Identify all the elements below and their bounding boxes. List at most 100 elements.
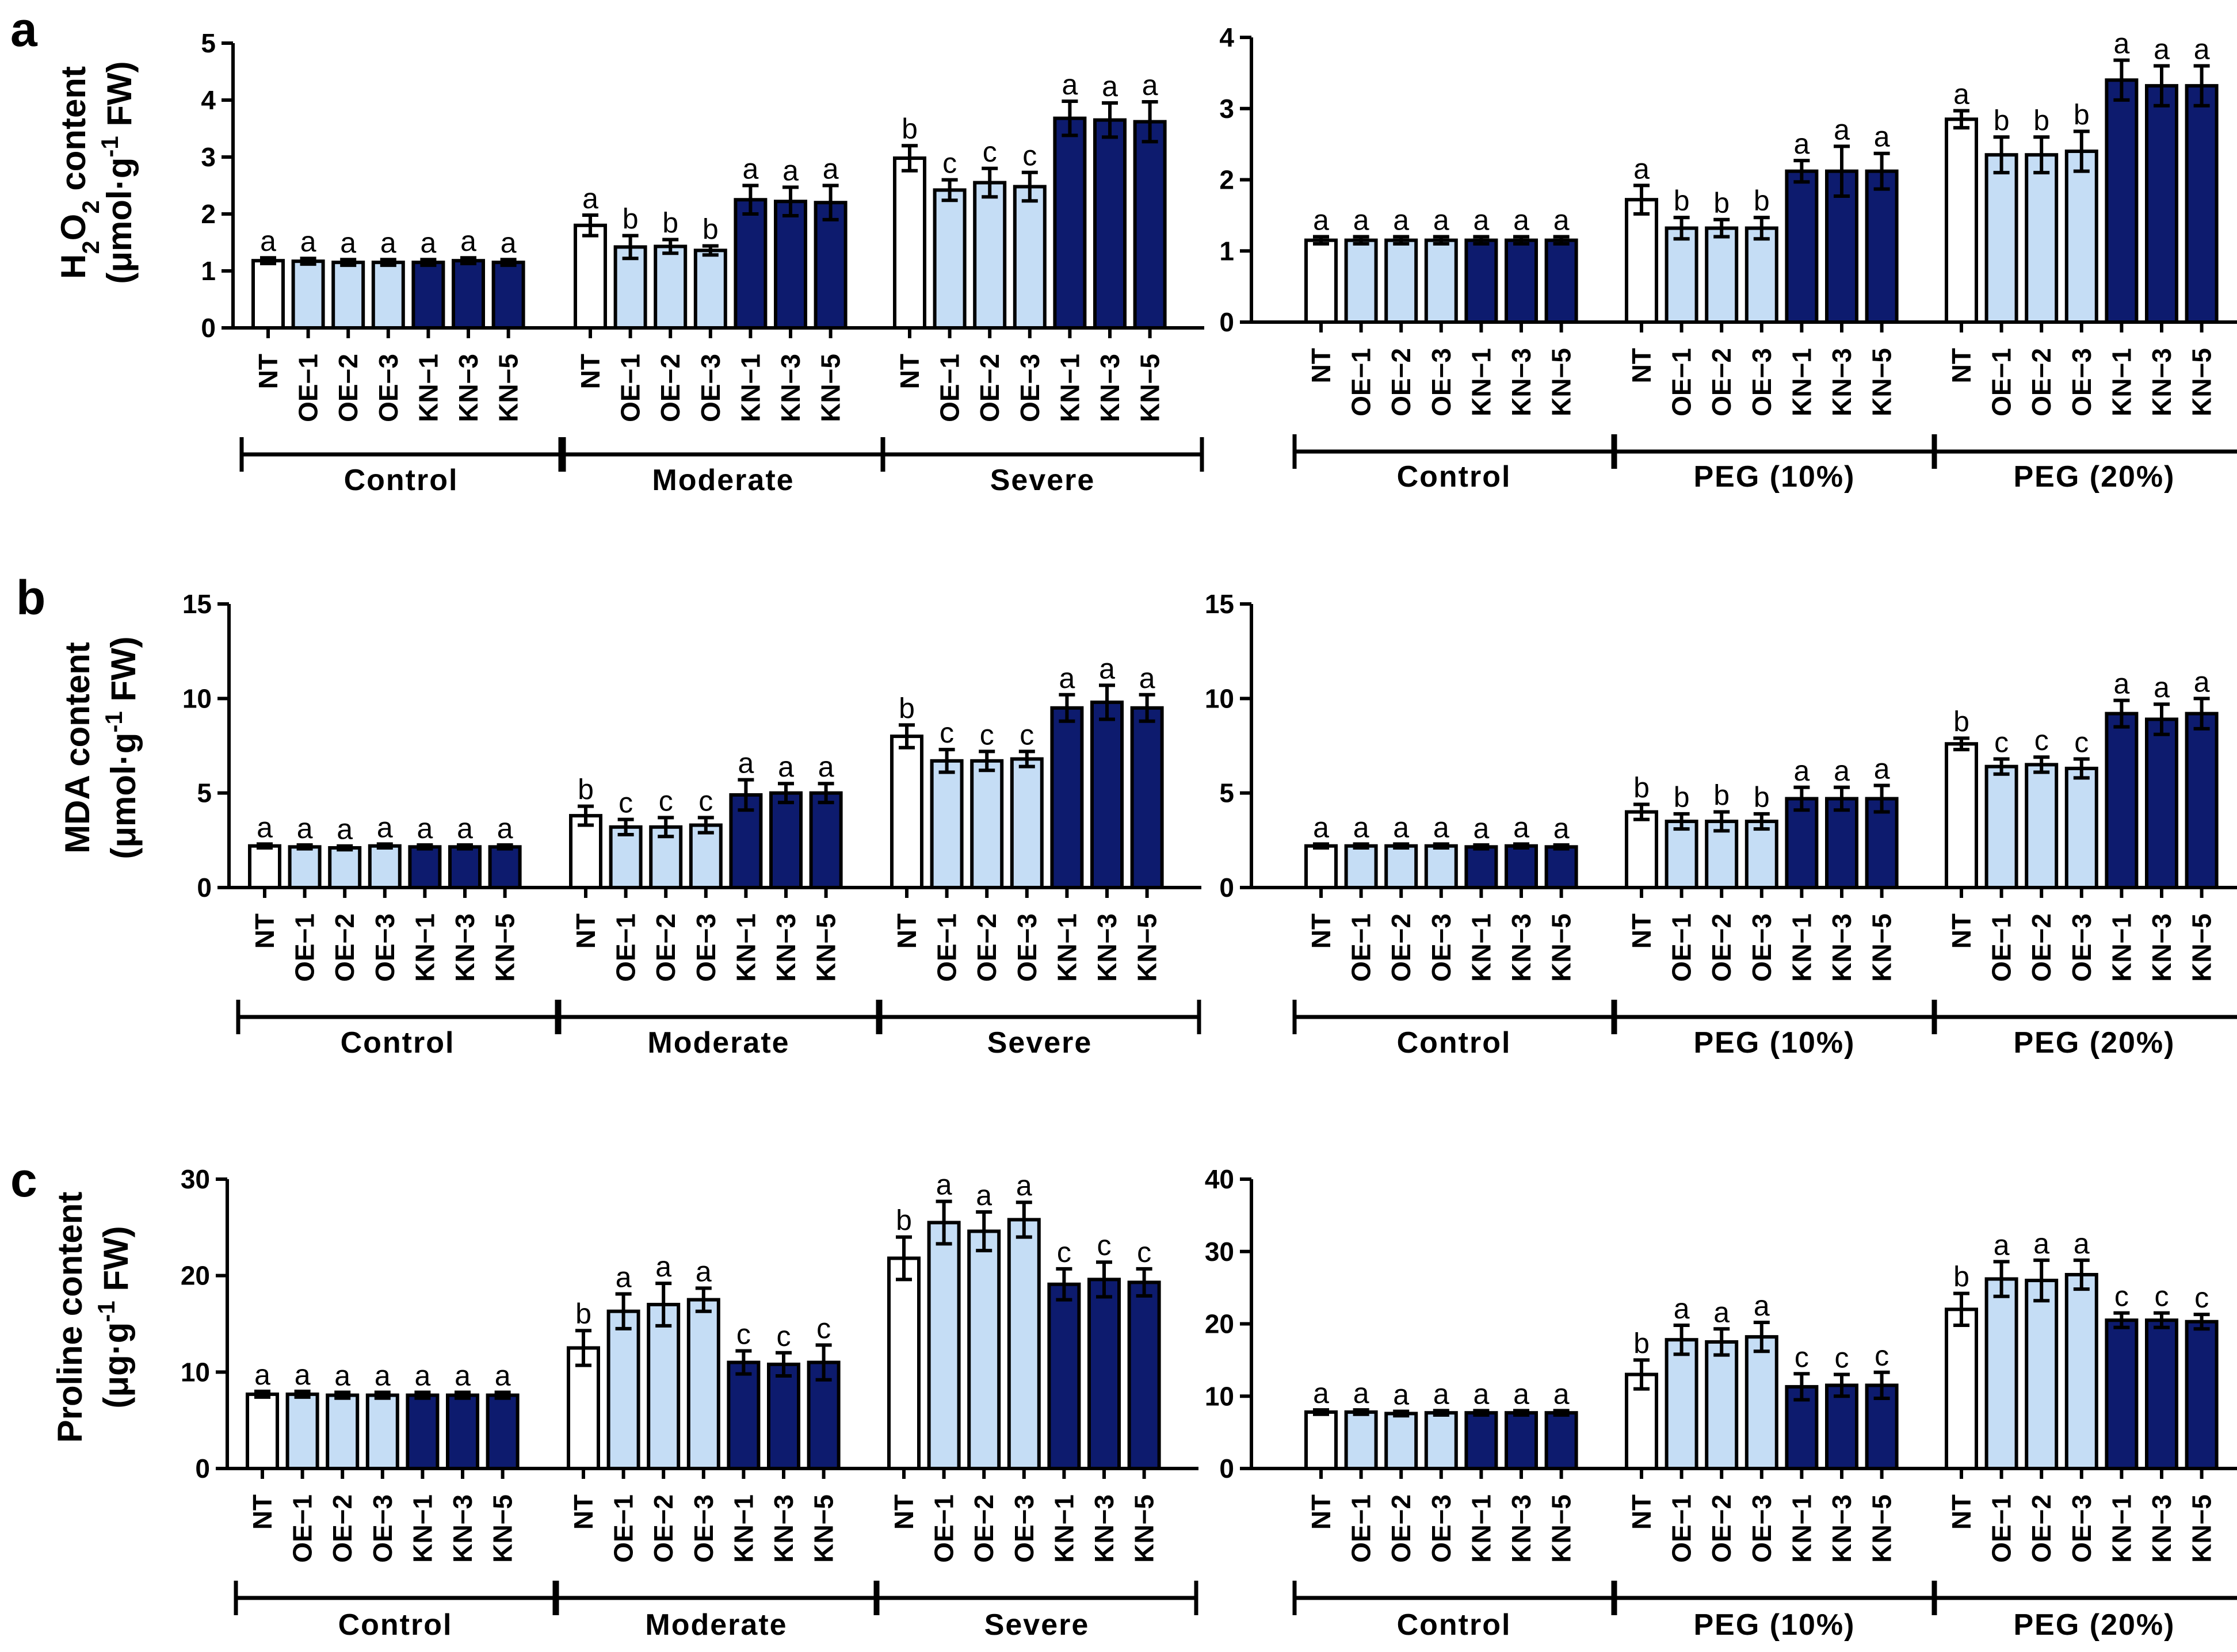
significance-letter: a xyxy=(582,182,598,215)
x-tick-label: NT xyxy=(1946,348,1976,383)
significance-letter: a xyxy=(257,811,273,843)
x-tick-label: OE−2 xyxy=(972,913,1002,982)
bar xyxy=(1010,757,1044,890)
significance-letter: c xyxy=(2194,1282,2209,1314)
group-label: Moderate xyxy=(645,1608,787,1642)
significance-letter: b xyxy=(1713,187,1730,219)
bar xyxy=(2105,78,2139,324)
x-tick-label: NT xyxy=(575,354,605,389)
bar xyxy=(1304,238,1338,324)
significance-letter: a xyxy=(2074,1227,2090,1260)
significance-letter: a xyxy=(1016,1169,1032,1202)
y-tick-label: 30 xyxy=(181,1164,210,1194)
significance-letter: a xyxy=(818,751,834,783)
bar xyxy=(2185,712,2219,890)
significance-letter: b xyxy=(902,113,918,145)
significance-letter: a xyxy=(1674,1292,1690,1325)
significance-letter: a xyxy=(1353,1377,1369,1409)
x-tick-label: KN−1 xyxy=(1786,913,1816,982)
significance-letter: a xyxy=(1994,1229,2010,1261)
significance-letter: c xyxy=(698,785,713,817)
bar xyxy=(406,1393,440,1470)
bar xyxy=(2105,1318,2139,1470)
x-tick-label: KN−3 xyxy=(1827,348,1857,416)
significance-letter: a xyxy=(1874,121,1890,153)
significance-letter: a xyxy=(1953,78,1969,110)
significance-letter: a xyxy=(1062,68,1078,101)
bar xyxy=(246,1392,279,1471)
ylabel-row-a: H2O2 content (μmol·g-1 FW) xyxy=(54,61,139,284)
bar xyxy=(1344,1410,1378,1471)
group-label: Moderate xyxy=(652,464,794,497)
x-tick-label: OE−3 xyxy=(1015,354,1045,422)
significance-letter: b xyxy=(623,203,639,235)
chart-a-right: 0 1 2 3 4 a NT a OE−1 a OE−2 a OE−3 a KN−1 a KN−3 a KN−5 Co… xyxy=(1219,22,2237,494)
bar xyxy=(1050,706,1084,890)
y-tick-label: 0 xyxy=(201,313,216,343)
significance-letter: c xyxy=(1795,1341,1809,1373)
x-tick-label: KN−5 xyxy=(1867,913,1897,982)
significance-letter: b xyxy=(578,774,594,806)
significance-letter: a xyxy=(260,225,276,257)
significance-letter: a xyxy=(1553,204,1570,236)
significance-letter: a xyxy=(2194,33,2210,66)
significance-letter: a xyxy=(497,812,513,844)
x-tick-label: KN−3 xyxy=(1506,348,1536,416)
group-label: PEG (20%) xyxy=(2014,1026,2175,1060)
x-tick-label: KN−5 xyxy=(1867,1494,1897,1563)
y-tick-label: 5 xyxy=(201,28,216,58)
significance-letter: c xyxy=(1994,726,2009,759)
bar xyxy=(411,261,445,330)
bar xyxy=(606,1309,640,1471)
significance-letter: c xyxy=(777,1320,791,1352)
significance-letter: a xyxy=(2033,1227,2049,1260)
significance-letter: c xyxy=(1020,718,1034,751)
y-tick-label: 0 xyxy=(1219,307,1234,337)
significance-letter: a xyxy=(457,812,473,844)
x-tick-label: NT xyxy=(1306,1494,1336,1529)
x-tick-label: OE−2 xyxy=(975,354,1005,422)
y-tick-label: 40 xyxy=(1205,1164,1234,1194)
bar xyxy=(1127,1280,1161,1470)
significance-letter: a xyxy=(295,1359,311,1391)
significance-letter: a xyxy=(823,153,839,185)
group-label: PEG (10%) xyxy=(1694,460,1856,494)
x-tick-label: OE−3 xyxy=(2067,913,2097,982)
bar xyxy=(1665,819,1698,890)
significance-letter: b xyxy=(575,1298,591,1330)
x-tick-label: KN−1 xyxy=(735,354,765,422)
x-tick-label: NT xyxy=(1627,913,1656,949)
x-tick-label: OE−1 xyxy=(1346,1494,1376,1563)
significance-letter: a xyxy=(1313,204,1329,236)
x-tick-label: KN−3 xyxy=(1089,1494,1119,1563)
bar xyxy=(408,845,442,889)
significance-letter: a xyxy=(460,225,476,257)
significance-letter: a xyxy=(1793,755,1810,787)
significance-letter: c xyxy=(1097,1229,1112,1261)
bar xyxy=(1785,169,1819,324)
ylabel-a-line2: (μmol·g-1 FW) xyxy=(96,61,139,284)
bar xyxy=(1544,1411,1578,1471)
x-tick-label: KN−1 xyxy=(1052,913,1082,982)
significance-letter: a xyxy=(1139,662,1155,694)
y-tick-label: 10 xyxy=(1205,683,1234,713)
x-tick-label: OE−2 xyxy=(333,354,363,422)
x-tick-label: OE−2 xyxy=(2026,1494,2056,1563)
x-tick-label: OE−1 xyxy=(609,1494,639,1563)
bar xyxy=(809,791,843,889)
y-tick-label: 20 xyxy=(181,1261,210,1291)
group-label: Severe xyxy=(990,464,1095,497)
bar xyxy=(365,1393,399,1470)
bar xyxy=(1304,844,1338,890)
significance-letter: a xyxy=(1834,755,1850,787)
bar xyxy=(1984,153,2018,324)
x-tick-label: OE−2 xyxy=(1707,913,1736,982)
x-tick-label: KN−5 xyxy=(1132,913,1162,982)
significance-letter: a xyxy=(1473,812,1489,844)
y-tick-label: 15 xyxy=(182,589,212,619)
x-tick-label: OE−2 xyxy=(1386,1494,1416,1563)
significance-letter: a xyxy=(778,751,794,783)
group-label: Control xyxy=(344,464,459,497)
significance-letter: c xyxy=(980,718,994,751)
y-tick-label: 3 xyxy=(201,142,216,172)
